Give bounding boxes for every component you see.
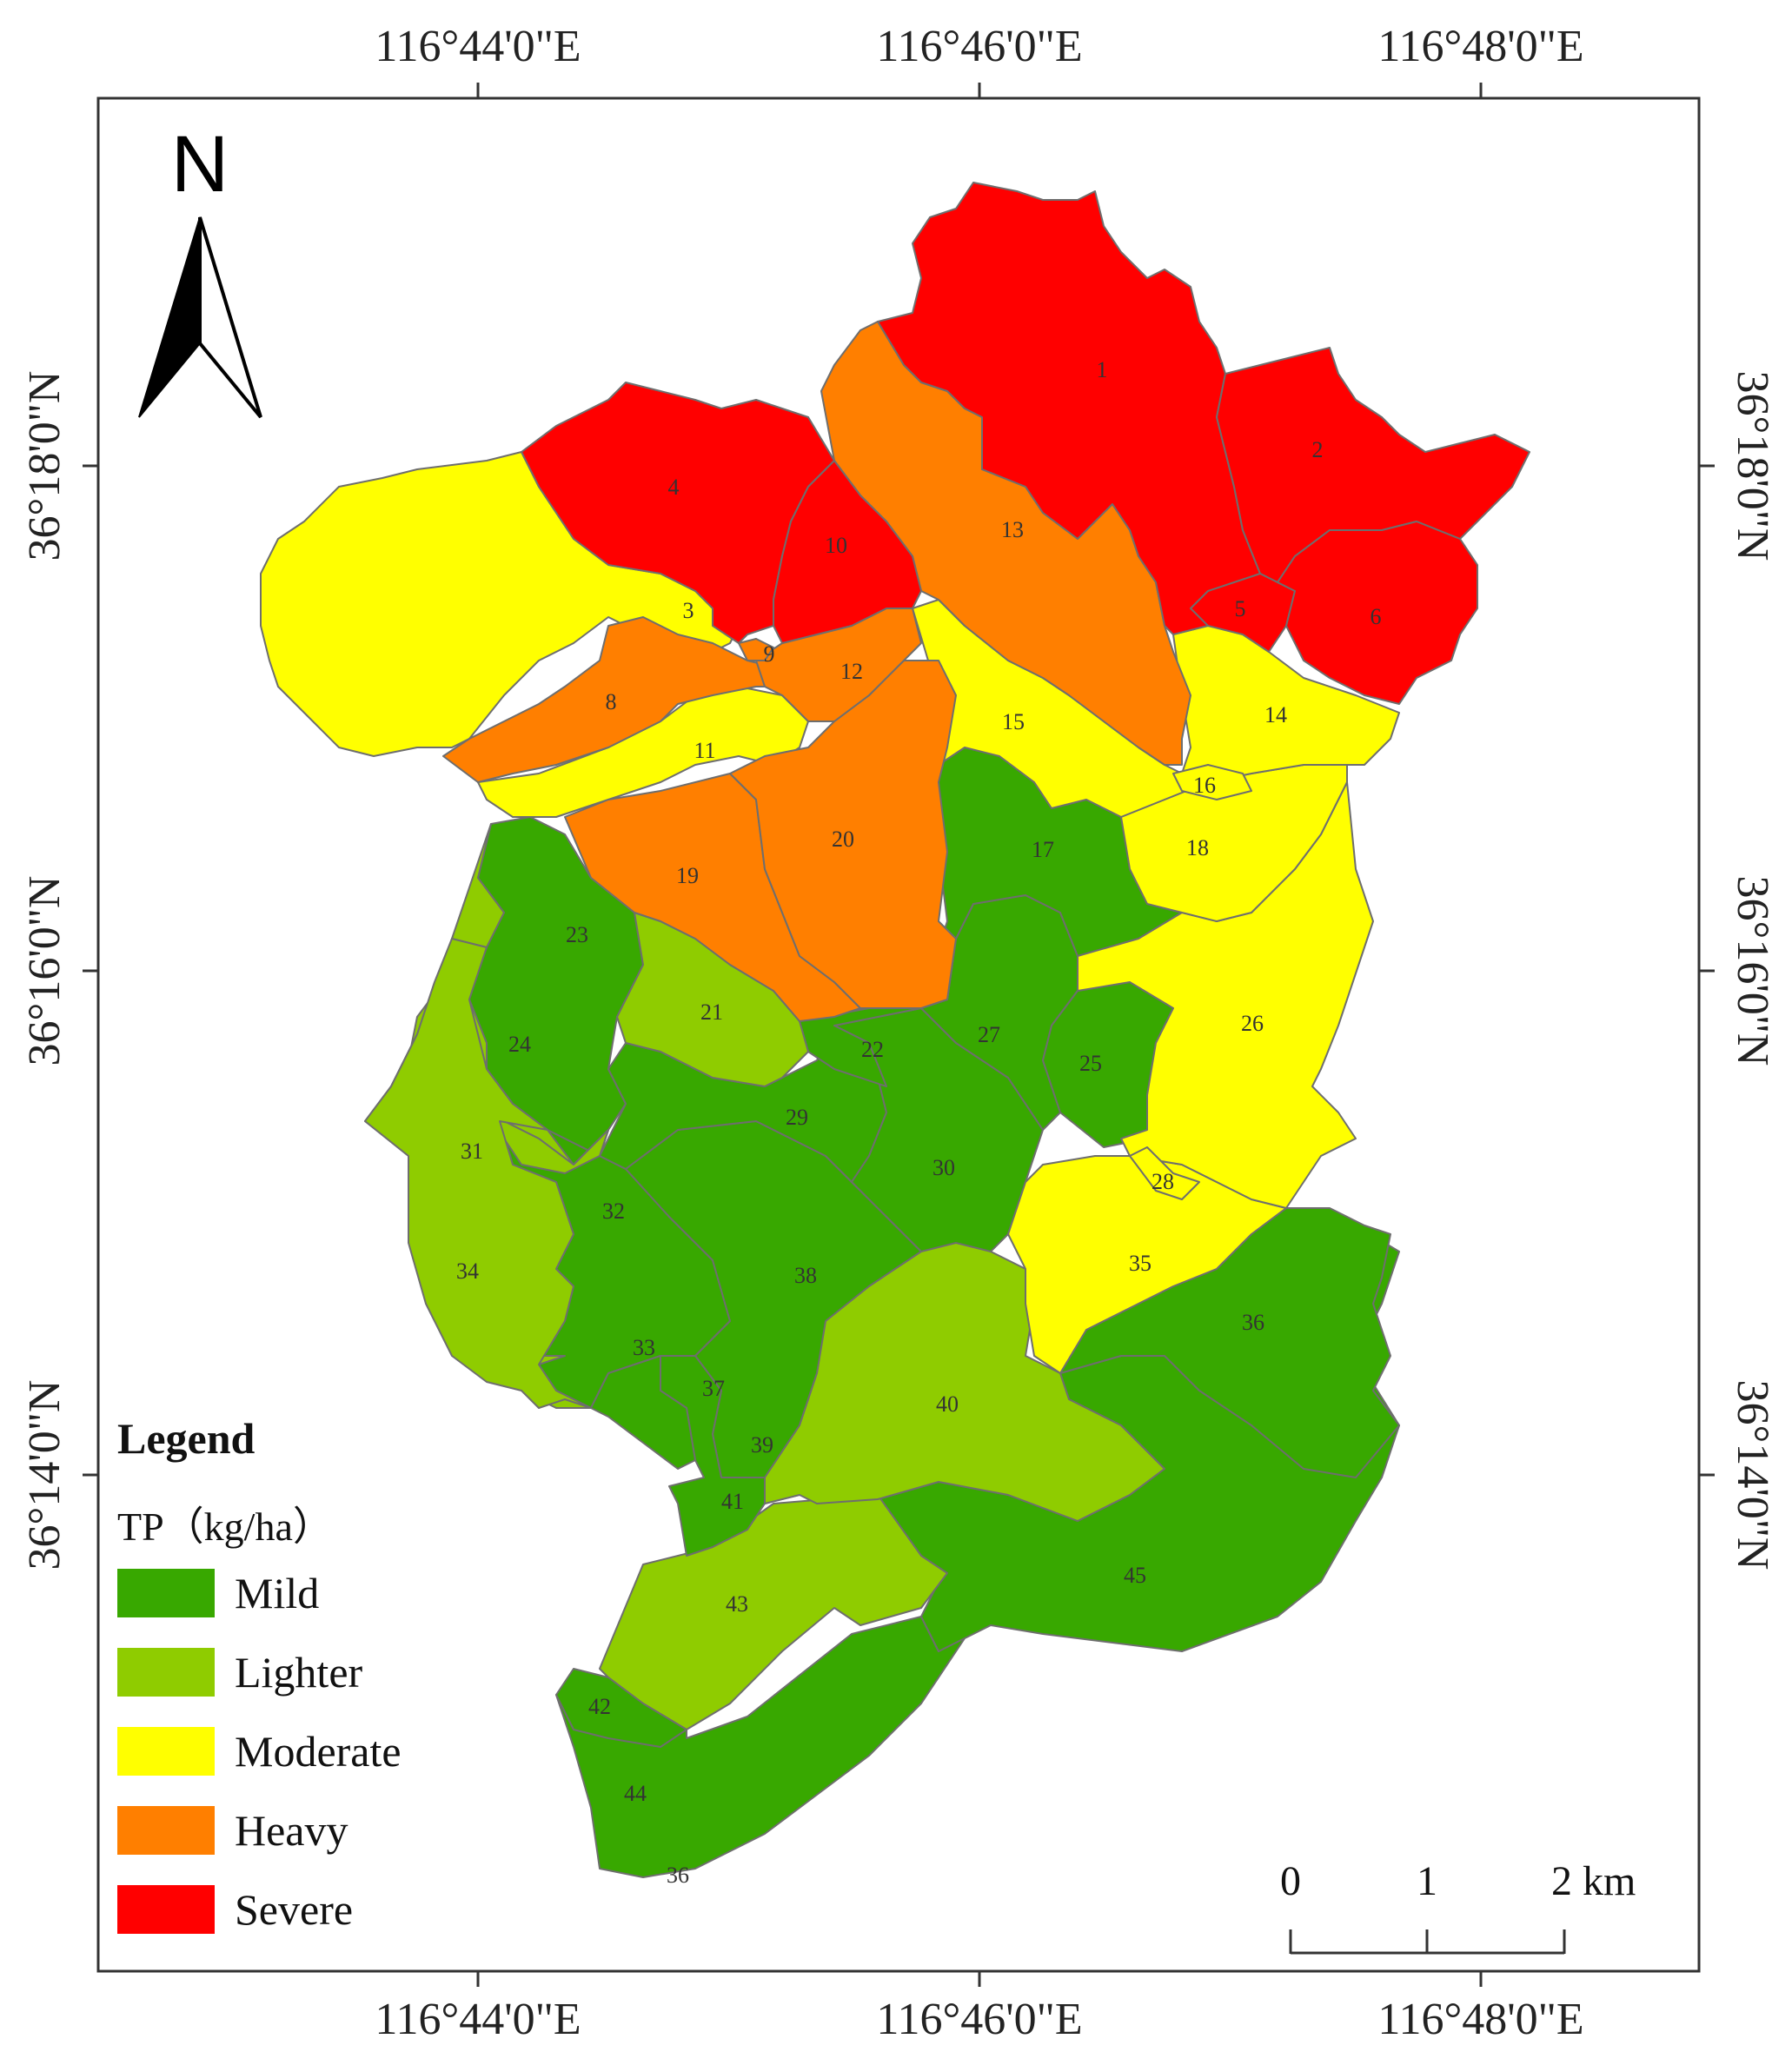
subbasin-label: 32 — [602, 1199, 625, 1224]
legend-label-mild: Mild — [235, 1569, 319, 1617]
left-lat-label: 36°18'0"N — [20, 371, 70, 561]
subbasin-label: 42 — [588, 1694, 611, 1719]
subbasin-label: 8 — [606, 689, 617, 714]
subbasin-label: 6 — [1371, 604, 1382, 629]
subbasin-polygon[interactable] — [555, 1616, 974, 1878]
subbasin-label: 23 — [566, 922, 588, 947]
left-lat-label: 36°14'0"N — [20, 1380, 70, 1571]
subbasin-polygon[interactable] — [555, 1668, 687, 1748]
subbasin-label: 10 — [825, 533, 847, 558]
subbasin-label: 12 — [840, 659, 863, 684]
north-label: N — [171, 120, 229, 209]
subbasin-label: 15 — [1002, 709, 1025, 734]
legend-swatch-moderate — [117, 1727, 215, 1776]
legend-swatch-lighter — [117, 1648, 215, 1697]
subbasin-label: 11 — [694, 738, 715, 763]
subbasin-label: 35 — [1129, 1251, 1152, 1276]
subbasin-label: 34 — [456, 1258, 479, 1284]
subbasin-label: 1 — [1097, 357, 1108, 382]
subbasin-label: 38 — [794, 1263, 817, 1288]
subbasin-labels: 1 2 3 4 5 6 8 9 10 11 12 13 14 15 16 17 … — [456, 357, 1382, 1888]
left-lat-label: 36°16'0"N — [20, 876, 70, 1066]
legend-swatch-severe — [117, 1885, 215, 1934]
subbasin-polygon[interactable] — [1172, 764, 1252, 800]
bottom-lon-label: 116°44'0"E — [375, 1995, 581, 2044]
top-lon-label: 116°46'0"E — [876, 22, 1082, 71]
legend-label-severe: Severe — [235, 1885, 353, 1934]
legend-label-moderate: Moderate — [235, 1727, 402, 1776]
subbasin-label: 44 — [624, 1781, 647, 1806]
legend-label-lighter: Lighter — [235, 1648, 363, 1697]
subbasin-label: 36 — [667, 1863, 689, 1888]
subbasin-label: 5 — [1235, 596, 1246, 621]
subbasin-label: 2 — [1312, 437, 1324, 462]
subbasin-label: 25 — [1079, 1051, 1102, 1076]
right-lat-label: 36°14'0"N — [1728, 1380, 1777, 1571]
bottom-lon-label: 116°48'0"E — [1377, 1995, 1583, 2044]
legend-label-heavy: Heavy — [235, 1806, 348, 1855]
top-lon-label: 116°48'0"E — [1377, 22, 1583, 71]
subbasin-label: 33 — [633, 1335, 655, 1360]
top-longitude-labels: 116°44'0"E 116°46'0"E 116°48'0"E — [375, 22, 1583, 71]
subbasin-label: 21 — [700, 999, 723, 1025]
subbasin-label: 29 — [786, 1105, 808, 1130]
subbasin-label: 17 — [1032, 837, 1054, 862]
subbasin-polygon[interactable] — [1277, 521, 1478, 705]
left-latitude-labels: 36°18'0"N 36°16'0"N 36°14'0"N — [20, 371, 70, 1571]
subbasin-label: 20 — [832, 827, 854, 852]
subbasin-label: 9 — [764, 641, 775, 667]
bottom-lon-label: 116°46'0"E — [876, 1995, 1082, 2044]
north-arrow-icon — [138, 216, 262, 419]
subbasin-label: 24 — [508, 1032, 531, 1057]
legend-swatch-heavy — [117, 1806, 215, 1855]
subbasin-label: 13 — [1001, 517, 1024, 542]
subbasin-label: 37 — [702, 1376, 725, 1401]
subbasin-label: 43 — [726, 1591, 748, 1617]
subbasin-polygon[interactable] — [590, 1355, 696, 1470]
graticule-ticks — [83, 83, 1715, 1987]
scale-label: 0 — [1280, 1858, 1301, 1904]
north-arrow: N — [138, 120, 262, 419]
legend-title: Legend — [117, 1414, 256, 1463]
subbasin-polygon[interactable] — [738, 638, 774, 661]
subbasin-label: 14 — [1264, 702, 1287, 727]
right-latitude-labels: 36°18'0"N 36°16'0"N 36°14'0"N — [1728, 371, 1777, 1571]
scale-label: 2 km — [1551, 1858, 1636, 1904]
subbasin-label: 22 — [861, 1037, 884, 1062]
subbasin-polygon[interactable] — [773, 460, 922, 644]
right-lat-label: 36°18'0"N — [1728, 371, 1777, 561]
subbasin-label: 28 — [1152, 1169, 1174, 1194]
subbasin-label: 18 — [1186, 835, 1209, 860]
legend-swatch-mild — [117, 1569, 215, 1617]
subbasin-polygon[interactable] — [364, 938, 592, 1409]
subbasin-label: 27 — [978, 1022, 1000, 1047]
bottom-longitude-labels: 116°44'0"E 116°46'0"E 116°48'0"E — [375, 1995, 1583, 2044]
subbasin-label: 3 — [683, 598, 694, 623]
subbasin-polygon[interactable] — [1129, 1146, 1200, 1200]
subbasin-label: 19 — [676, 863, 699, 888]
subbasin-label: 4 — [668, 475, 680, 500]
subbasin-label: 31 — [461, 1139, 483, 1164]
subbasin-label: 30 — [933, 1155, 955, 1180]
right-lat-label: 36°16'0"N — [1728, 876, 1777, 1066]
legend-subtitle: TP（kg/ha） — [117, 1504, 333, 1549]
subbasin-label: 40 — [936, 1391, 959, 1417]
subbasin-layer — [260, 182, 1530, 1878]
legend: Legend TP（kg/ha） Mild Lighter Moderate Heav… — [117, 1414, 402, 1934]
subbasin-polygon[interactable] — [764, 1242, 1165, 1522]
subbasin-label: 45 — [1124, 1563, 1146, 1588]
scale-label: 1 — [1417, 1858, 1437, 1904]
subbasin-polygon[interactable] — [1216, 347, 1530, 583]
subbasin-label: 39 — [751, 1432, 773, 1458]
subbasin-label: 16 — [1193, 773, 1216, 798]
top-lon-label: 116°44'0"E — [375, 22, 581, 71]
map-frame — [96, 96, 1701, 1973]
subbasin-label: 41 — [721, 1489, 744, 1514]
scale-bar: 0 1 2 km — [1280, 1858, 1636, 1955]
subbasin-label: 36 — [1242, 1310, 1264, 1335]
subbasin-label: 26 — [1241, 1011, 1264, 1036]
